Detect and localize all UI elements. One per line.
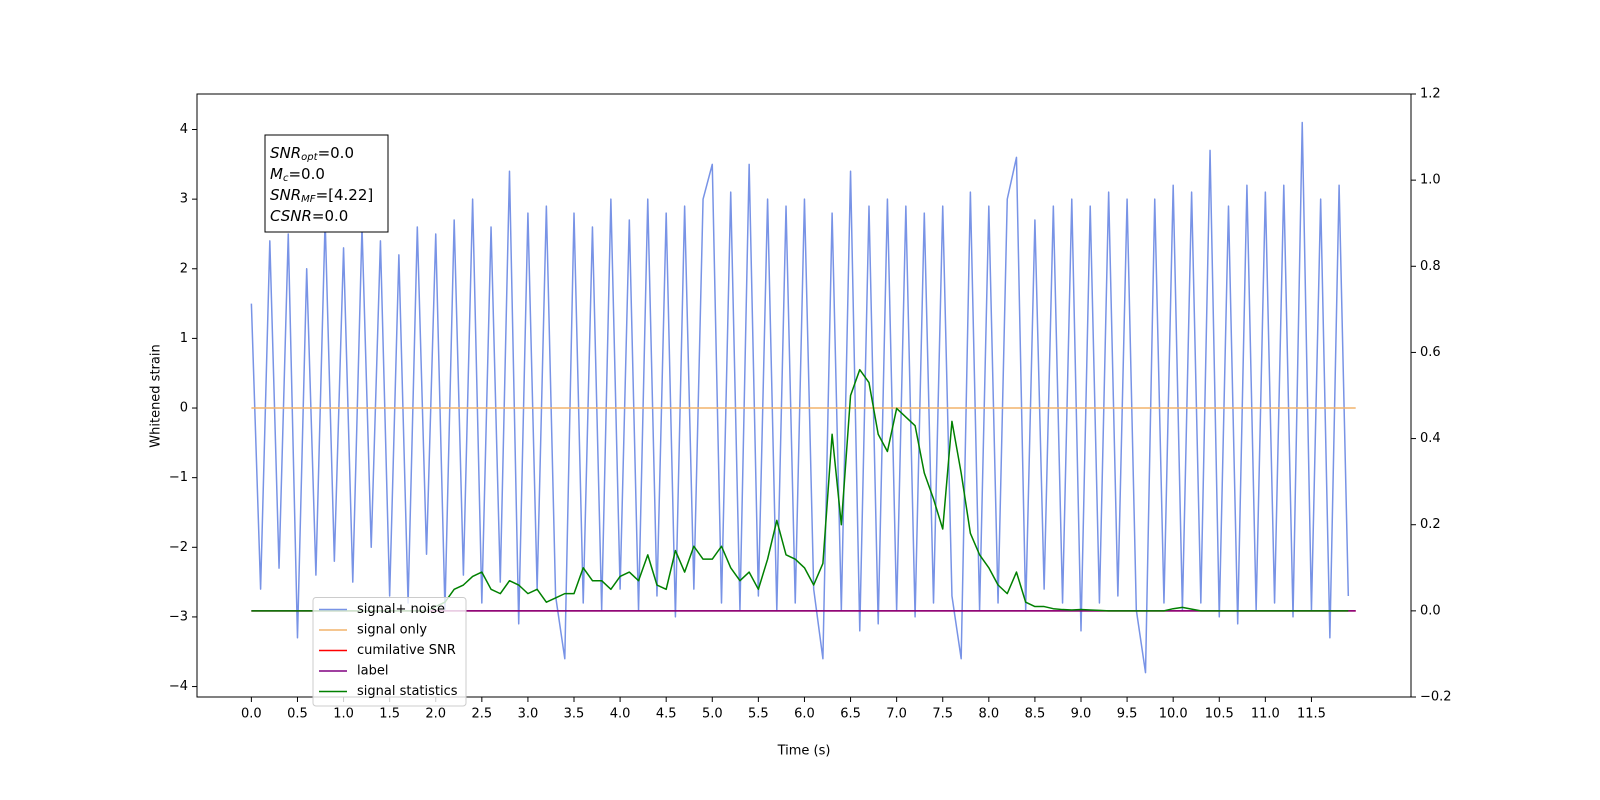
- y2-tick-label: 1.0: [1420, 173, 1441, 188]
- annotation-text: Mc=0.0: [270, 165, 325, 185]
- annotation-subscript: opt: [301, 152, 318, 163]
- x-tick-label: 9.5: [1117, 707, 1138, 722]
- annotation-value: =0.0: [312, 207, 348, 225]
- y2-tick-label: 0.2: [1420, 517, 1441, 532]
- x-tick-label: 1.0: [333, 707, 354, 722]
- y-axis-label: Whitened strain: [149, 344, 164, 447]
- legend-label: label: [357, 664, 388, 679]
- annotation-value: =[4.22]: [316, 186, 374, 204]
- legend-label: signal statistics: [357, 684, 458, 699]
- annotation-symbol: CSNR: [270, 207, 312, 225]
- x-tick-label: 8.5: [1025, 707, 1046, 722]
- annotation-symbol: M: [270, 165, 283, 183]
- x-tick-label: 5.0: [702, 707, 723, 722]
- y-tick-label: 0: [180, 401, 188, 416]
- y-tick-label: 2: [180, 261, 188, 276]
- annotation-value: =0.0: [318, 144, 354, 162]
- y2-tick-label: 0.0: [1420, 603, 1441, 618]
- legend-box: [312, 597, 467, 707]
- y2-tick-label: −0.2: [1420, 690, 1452, 705]
- x-tick-label: 6.0: [794, 707, 815, 722]
- x-tick-label: 4.5: [656, 707, 677, 722]
- x-tick-label: 6.5: [840, 707, 861, 722]
- x-tick-label: 11.0: [1251, 707, 1280, 722]
- annotation-value: =0.0: [288, 165, 324, 183]
- x-tick-label: 3.5: [564, 707, 585, 722]
- x-tick-label: 9.0: [1071, 707, 1092, 722]
- legend-label: signal+ noise: [357, 602, 445, 617]
- y-tick-label: −4: [169, 679, 188, 694]
- annotation-box: [264, 134, 389, 233]
- series-line: [250, 121, 1350, 674]
- legend-label: cumilative SNR: [357, 643, 456, 658]
- y2-tick-label: 0.8: [1420, 259, 1441, 274]
- y-tick-label: 4: [180, 122, 188, 137]
- x-tick-label: 1.5: [379, 707, 400, 722]
- y-tick-label: −2: [169, 540, 188, 555]
- x-tick-label: 5.5: [748, 707, 769, 722]
- x-tick-label: 4.0: [610, 707, 631, 722]
- annotation-symbol: SNR: [270, 186, 301, 204]
- x-tick-label: 7.0: [886, 707, 907, 722]
- annotation-text: SNRMF=[4.22]: [270, 186, 373, 206]
- x-tick-label: 2.5: [471, 707, 492, 722]
- annotation-text: CSNR=0.0: [270, 207, 348, 225]
- annotation-symbol: SNR: [270, 144, 301, 162]
- plot-frame: [196, 93, 1412, 698]
- x-tick-label: 10.0: [1159, 707, 1188, 722]
- x-tick-label: 10.5: [1205, 707, 1234, 722]
- annotation-subscript: MF: [301, 194, 316, 205]
- y-tick-label: 1: [180, 331, 188, 346]
- y2-tick-label: 0.6: [1420, 345, 1441, 360]
- y2-tick-label: 1.2: [1420, 87, 1441, 102]
- annotation-subscript: c: [283, 173, 289, 184]
- x-tick-label: 0.0: [241, 707, 262, 722]
- x-tick-label: 11.5: [1297, 707, 1326, 722]
- x-tick-label: 2.0: [425, 707, 446, 722]
- x-tick-label: 7.5: [932, 707, 953, 722]
- y-tick-label: −3: [169, 609, 188, 624]
- x-tick-label: 8.0: [978, 707, 999, 722]
- y2-tick-label: 0.4: [1420, 431, 1441, 446]
- annotation-text: SNRopt=0.0: [270, 144, 354, 164]
- y-tick-label: −1: [169, 470, 188, 485]
- y-tick-label: 3: [180, 192, 188, 207]
- x-tick-label: 3.0: [518, 707, 539, 722]
- x-tick-label: 0.5: [287, 707, 308, 722]
- x-axis-label: Time (s): [777, 744, 831, 759]
- legend-label: signal only: [357, 623, 427, 638]
